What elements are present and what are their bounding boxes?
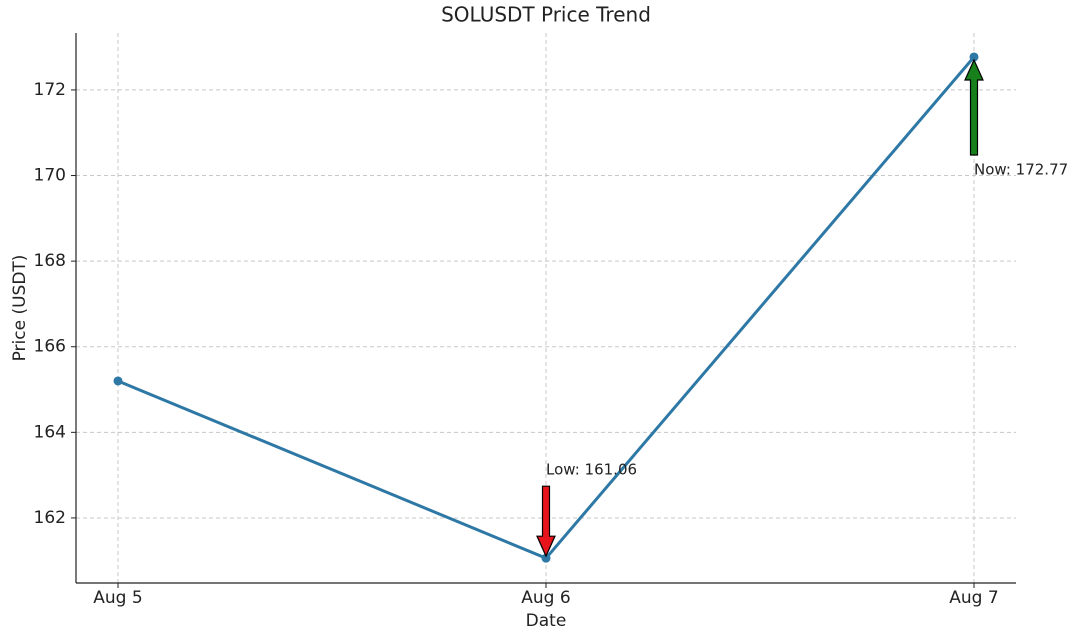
- annotation-arrow: [964, 58, 984, 156]
- annotation-arrow: [536, 485, 556, 558]
- x-axis-label: Date: [526, 611, 567, 631]
- x-tick-label: Aug 6: [521, 588, 570, 608]
- chart-title: SOLUSDT Price Trend: [441, 3, 651, 27]
- point: [969, 52, 979, 62]
- y-tick-label: 162: [34, 508, 66, 528]
- point: [541, 553, 551, 563]
- annotation-text: Low: 161.06: [546, 461, 637, 479]
- x-tick-label: Aug 7: [949, 588, 998, 608]
- point: [113, 376, 123, 386]
- x-tick-label: Aug 5: [93, 588, 142, 608]
- y-axis-label: Price (USDT): [10, 255, 30, 362]
- annotation-text: Now: 172.77: [974, 160, 1068, 178]
- y-tick-label: 172: [34, 80, 66, 100]
- y-tick-label: 170: [34, 166, 66, 186]
- y-tick-label: 164: [34, 422, 66, 442]
- y-tick-label: 168: [34, 251, 66, 271]
- y-tick-label: 166: [34, 337, 66, 357]
